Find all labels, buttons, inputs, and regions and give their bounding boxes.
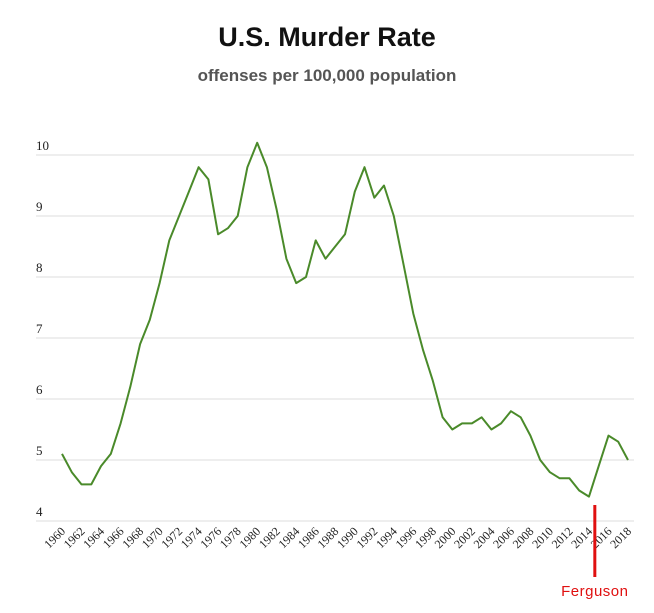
y-tick-label: 6 [36,382,43,397]
y-tick-label: 7 [36,321,43,336]
y-tick-label: 5 [36,443,43,458]
y-tick-label: 9 [36,199,43,214]
y-tick-label: 8 [36,260,43,275]
grid-lines [36,154,634,522]
chart-subtitle: offenses per 100,000 population [197,66,457,85]
series-group [61,141,629,498]
y-tick-label: 4 [36,504,43,519]
ferguson-label: Ferguson [561,583,628,600]
series-line [61,141,629,498]
x-tick-label: 2018 [607,524,634,551]
y-tick-label: 10 [36,138,49,153]
annotation-group: Ferguson [561,505,628,600]
chart-title: U.S. Murder Rate [218,22,436,52]
x-axis-ticks: 1960196219641966196819701972197419761978… [41,524,634,551]
y-axis-ticks: 4 5 6 7 8 9 10 [36,138,49,519]
